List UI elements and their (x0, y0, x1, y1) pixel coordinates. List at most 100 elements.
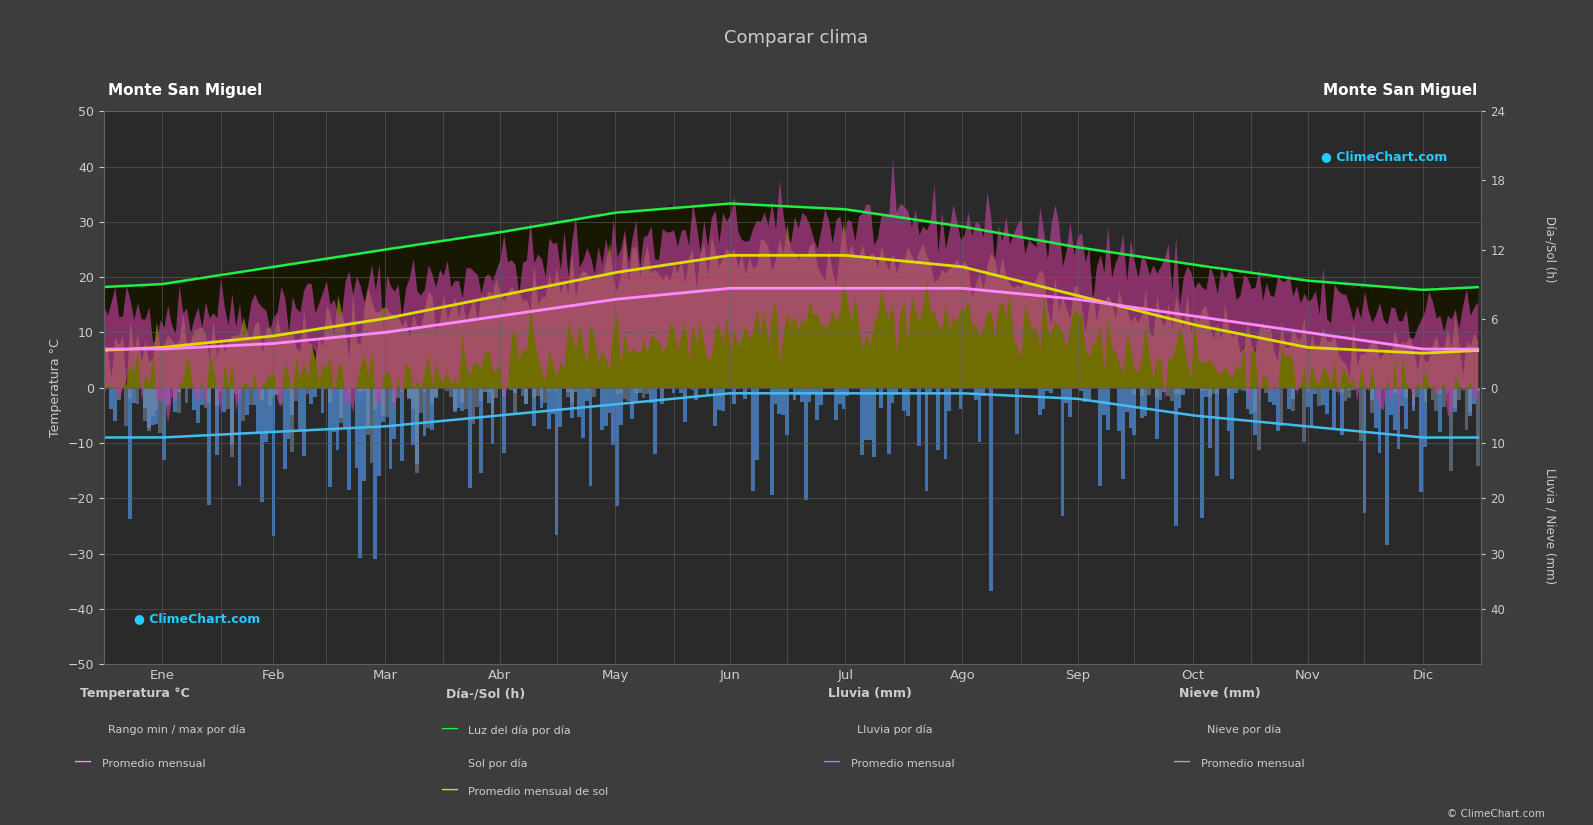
Bar (838, 388, 841, 404)
Bar (110, 388, 113, 409)
Bar (513, 388, 516, 414)
Bar (229, 388, 234, 457)
Bar (642, 388, 645, 398)
Bar (1423, 388, 1427, 447)
Bar (196, 388, 199, 423)
Bar (860, 388, 865, 455)
Bar (185, 388, 188, 403)
Bar (1373, 388, 1378, 428)
Bar (535, 388, 540, 396)
Bar (1389, 388, 1392, 415)
Bar (1133, 388, 1136, 436)
Bar (215, 388, 218, 455)
Bar (577, 388, 581, 417)
Bar (468, 388, 472, 488)
Bar (373, 388, 378, 410)
Text: Día-/Sol (h): Día-/Sol (h) (1544, 216, 1556, 283)
Text: —: — (440, 719, 457, 737)
Bar (502, 388, 505, 398)
Bar (366, 388, 370, 427)
Bar (1411, 388, 1416, 411)
Bar (1230, 388, 1235, 390)
Bar (147, 388, 151, 428)
Bar (127, 388, 132, 519)
Bar (661, 388, 664, 403)
Bar (637, 388, 642, 390)
Bar (1438, 388, 1442, 394)
Bar (1147, 388, 1152, 395)
Bar (1235, 388, 1238, 389)
Bar (132, 388, 135, 403)
Bar (143, 388, 147, 408)
Bar (601, 388, 604, 430)
Text: ● ClimeChart.com: ● ClimeChart.com (134, 612, 260, 625)
Bar (714, 388, 717, 427)
Bar (978, 388, 981, 442)
Text: Rango min / max por día: Rango min / max por día (108, 724, 245, 734)
Bar (1445, 388, 1450, 393)
Text: Promedio mensual: Promedio mensual (851, 759, 954, 769)
Bar (1080, 388, 1083, 391)
Bar (260, 388, 264, 502)
Bar (623, 388, 626, 399)
Bar (287, 388, 290, 439)
Bar (1128, 388, 1133, 428)
Bar (1166, 388, 1169, 396)
Bar (1064, 388, 1067, 403)
Bar (1438, 388, 1442, 432)
Bar (1469, 388, 1472, 412)
Bar (750, 388, 755, 491)
Bar (494, 388, 499, 398)
Bar (158, 388, 162, 433)
Bar (1329, 388, 1332, 390)
Bar (1163, 388, 1166, 392)
Bar (479, 388, 483, 474)
Bar (540, 388, 543, 408)
Bar (540, 388, 543, 399)
Bar (1155, 388, 1158, 398)
Bar (634, 388, 637, 403)
Bar (1121, 388, 1125, 478)
Bar (733, 388, 736, 404)
Bar (593, 388, 596, 398)
Text: Monte San Miguel: Monte San Miguel (1324, 82, 1477, 97)
Bar (1306, 388, 1309, 407)
Bar (457, 388, 460, 408)
Bar (1290, 388, 1295, 411)
Bar (566, 388, 570, 393)
Bar (237, 388, 242, 395)
Bar (667, 388, 672, 389)
Bar (1204, 388, 1207, 390)
Bar (1254, 388, 1257, 435)
Bar (1050, 388, 1053, 393)
Bar (607, 388, 612, 413)
Bar (392, 388, 397, 439)
Bar (706, 388, 709, 396)
Bar (325, 388, 328, 389)
Bar (1450, 388, 1453, 471)
Bar (268, 388, 271, 431)
Bar (566, 388, 570, 397)
Bar (1204, 388, 1207, 398)
Bar (347, 388, 350, 392)
Bar (151, 388, 155, 416)
Bar (237, 388, 242, 486)
Bar (1141, 388, 1144, 418)
Bar (894, 388, 898, 395)
Bar (1386, 388, 1389, 544)
Bar (672, 388, 675, 393)
Bar (811, 388, 816, 393)
Bar (796, 388, 800, 395)
Bar (430, 388, 433, 431)
Bar (1472, 388, 1475, 404)
Bar (679, 388, 683, 394)
Bar (127, 388, 132, 398)
Bar (1045, 388, 1050, 390)
Text: —: — (440, 780, 457, 798)
Bar (279, 388, 284, 404)
Bar (249, 388, 253, 404)
Bar (1442, 388, 1445, 408)
Bar (215, 388, 218, 406)
Bar (543, 388, 546, 403)
Bar (483, 388, 487, 392)
